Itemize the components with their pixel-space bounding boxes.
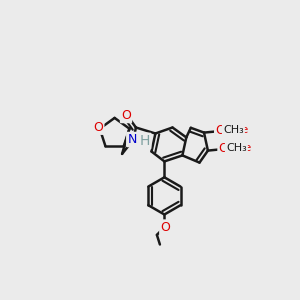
Text: O: O <box>93 121 103 134</box>
Text: O: O <box>160 220 170 234</box>
Text: CH₃: CH₃ <box>223 124 244 135</box>
Text: N: N <box>127 133 137 146</box>
Text: O: O <box>219 142 228 155</box>
Text: H: H <box>140 134 150 148</box>
Text: OMe: OMe <box>223 125 248 135</box>
Text: CH₃: CH₃ <box>226 142 247 153</box>
Text: O: O <box>121 109 131 122</box>
Text: O: O <box>215 124 225 137</box>
Text: OMe: OMe <box>226 143 251 153</box>
